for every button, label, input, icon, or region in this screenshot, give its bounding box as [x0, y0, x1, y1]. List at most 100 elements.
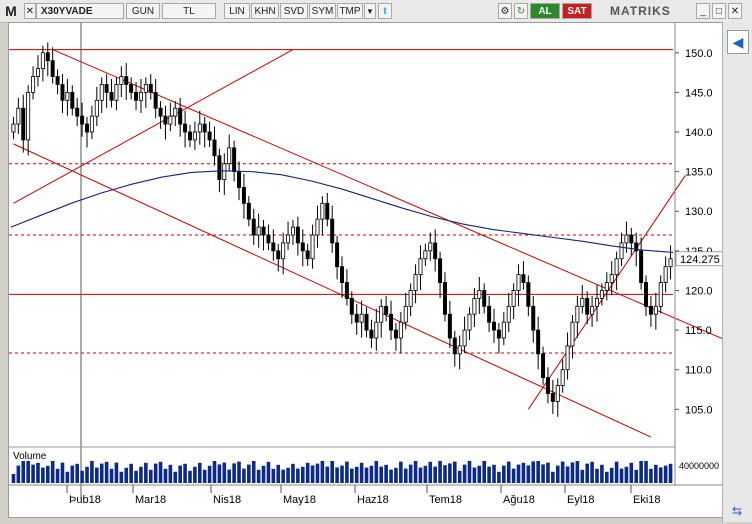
candle-body	[40, 52, 45, 70]
volume-bar	[168, 464, 173, 483]
candle-body	[658, 282, 663, 307]
candle-body	[65, 91, 70, 101]
candle-body	[428, 242, 433, 252]
candle-body	[560, 369, 565, 386]
candle-button[interactable]: KHN	[251, 3, 279, 19]
volume-bar	[315, 463, 320, 483]
volume-bar	[379, 466, 384, 483]
candle-body	[251, 218, 256, 236]
volume-bar	[271, 468, 276, 483]
volume-bar	[374, 461, 379, 483]
volume-bar	[502, 465, 506, 483]
x-tick-label: Mar18	[135, 494, 166, 506]
candle-body	[148, 84, 153, 93]
period-button[interactable]: GUN	[126, 3, 160, 19]
volume-bar	[497, 471, 501, 483]
volume-bar	[119, 471, 124, 483]
volume-bar	[95, 467, 99, 483]
candle-body	[604, 282, 609, 291]
candle-body	[320, 202, 325, 220]
volume-bar	[188, 470, 192, 483]
chart-settings-icon[interactable]: ⚙	[498, 3, 512, 19]
volume-bar	[232, 463, 236, 483]
chart-area[interactable]: 105.0110.0115.0120.0125.0130.0135.0140.0…	[8, 22, 745, 518]
volume-bar	[21, 461, 26, 483]
close-icon[interactable]: ✕	[728, 3, 742, 19]
minimize-icon[interactable]: _	[696, 3, 710, 19]
x-tick-label: Tem18	[429, 494, 462, 506]
volume-bar	[202, 469, 207, 483]
maximize-icon[interactable]: □	[712, 3, 726, 19]
sync-icon[interactable]: ⇆	[731, 504, 743, 518]
candle-body	[359, 313, 364, 323]
candle-body	[545, 377, 550, 394]
candle-body	[26, 91, 31, 141]
candle-body	[423, 250, 428, 260]
volume-bar	[389, 469, 393, 483]
template-button[interactable]: TMP	[337, 3, 363, 19]
currency-button[interactable]: TL	[162, 3, 216, 19]
volume-bar	[148, 469, 153, 483]
close-symbol-icon[interactable]: ✕	[24, 3, 36, 19]
candle-body	[634, 242, 639, 252]
twitter-icon[interactable]: t	[378, 3, 392, 19]
volume-bar	[649, 468, 653, 483]
candle-body	[487, 305, 492, 323]
y-tick-label: 110.0	[685, 365, 712, 377]
volume-bar	[350, 468, 354, 483]
last-price-label: 124.275	[680, 254, 720, 266]
volume-bar	[251, 461, 256, 483]
x-tick-label: Þub18	[69, 494, 101, 506]
candle-body	[31, 76, 36, 93]
volume-bar	[41, 467, 45, 483]
volume-bar	[50, 461, 55, 483]
candle-body	[609, 274, 614, 283]
candle-body	[531, 305, 536, 331]
buy-button[interactable]: AL	[530, 3, 560, 19]
candle-body	[614, 258, 619, 276]
volume-bar	[428, 461, 433, 483]
candle-body	[153, 91, 158, 109]
dropdown-chevron-icon[interactable]: ▼	[364, 3, 376, 19]
candle-body	[457, 345, 462, 355]
candle-body	[639, 250, 644, 283]
volume-bar	[330, 461, 334, 483]
refresh-icon[interactable]: ↻	[514, 3, 528, 19]
volume-bar	[16, 465, 21, 483]
symbol-button[interactable]: SYM	[309, 3, 336, 19]
candle-body	[565, 345, 570, 371]
candle-body	[187, 131, 192, 141]
y-tick-label: 135.0	[685, 167, 713, 179]
volume-bar	[114, 462, 119, 483]
candle-body	[580, 297, 585, 307]
volume-bar	[668, 463, 673, 483]
candle-body	[501, 321, 506, 339]
sell-button[interactable]: SAT	[562, 3, 592, 19]
candle-body	[339, 266, 344, 283]
candle-body	[212, 139, 217, 157]
candle-body	[80, 115, 85, 125]
candle-body	[575, 305, 580, 323]
volume-bar	[560, 461, 565, 483]
candle-body	[55, 76, 60, 85]
symbol-field[interactable]: X30YVADE	[36, 3, 124, 19]
candle-body	[173, 107, 178, 117]
collapse-arrow-icon[interactable]: ◀	[727, 30, 749, 54]
volume-bar	[364, 467, 369, 483]
volume-bar	[595, 468, 599, 483]
candle-body	[472, 297, 477, 315]
candle-body	[594, 297, 599, 307]
candle-body	[276, 250, 281, 260]
volume-bar	[242, 468, 246, 483]
y-tick-label: 105.0	[685, 404, 713, 416]
toolbar: M ✕ X30YVADE GUN TL LIN KHN SVD SYM TMP …	[0, 0, 752, 23]
candle-body	[462, 329, 467, 347]
candle-body	[619, 242, 624, 260]
volume-bar	[305, 462, 310, 483]
line-button[interactable]: LIN	[224, 3, 250, 19]
candle-body	[516, 274, 521, 291]
candle-body	[438, 258, 443, 283]
candle-body	[398, 321, 403, 339]
svd-button[interactable]: SVD	[280, 3, 308, 19]
candle-body	[295, 226, 300, 244]
